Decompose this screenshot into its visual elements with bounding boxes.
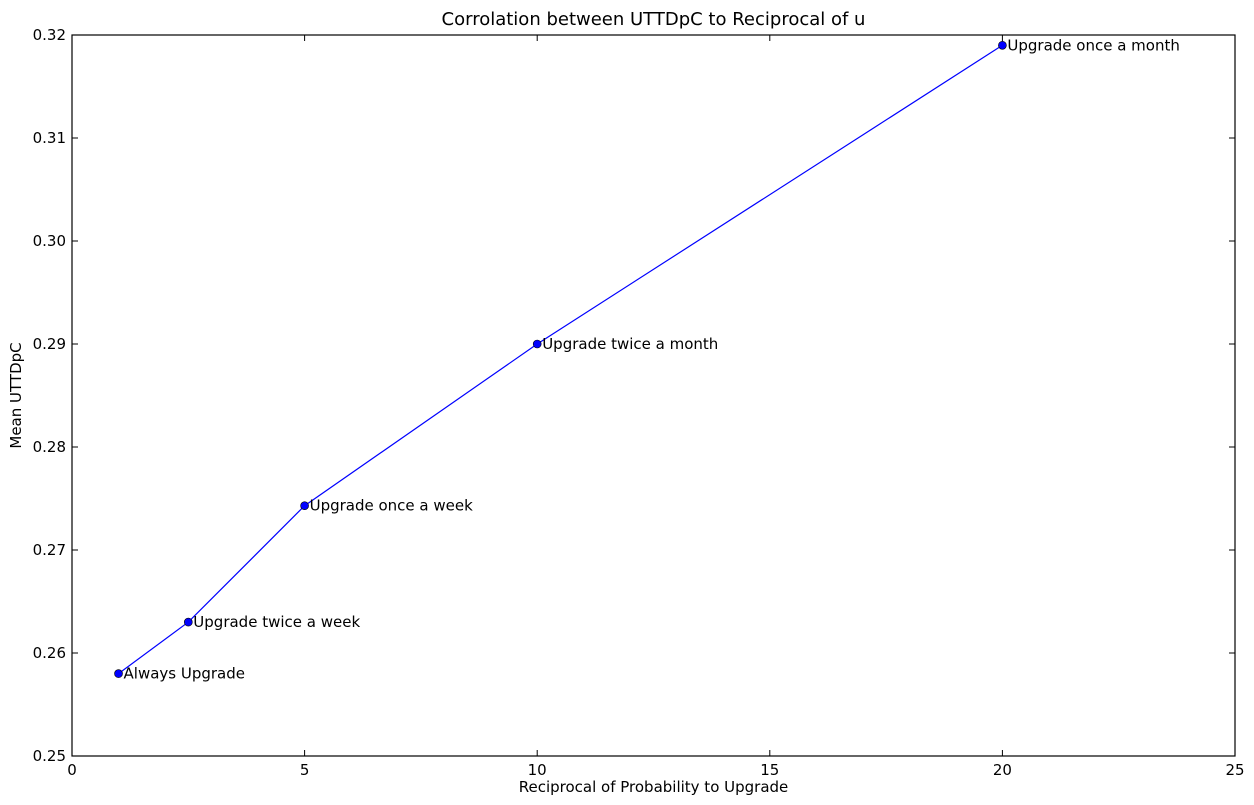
x-axis-label: Reciprocal of Probability to Upgrade xyxy=(519,778,789,796)
y-tick-label: 0.32 xyxy=(33,26,66,44)
point-annotation: Upgrade once a month xyxy=(1007,36,1179,54)
series-line xyxy=(118,44,1003,675)
point-annotation: Upgrade twice a week xyxy=(193,613,360,631)
y-tick-label: 0.25 xyxy=(33,747,66,765)
y-tick-label: 0.26 xyxy=(33,644,66,662)
data-point xyxy=(532,339,542,349)
plot-frame xyxy=(71,34,1236,757)
data-point xyxy=(998,40,1007,50)
y-tick-label: 0.29 xyxy=(33,335,66,353)
y-tick-label: 0.30 xyxy=(33,232,66,250)
x-tick-label: 10 xyxy=(528,761,547,779)
y-axis-label: Mean UTTDpC xyxy=(7,342,25,448)
point-annotation: Upgrade twice a month xyxy=(542,335,718,353)
chart-title: Corrolation between UTTDpC to Reciprocal… xyxy=(442,9,866,30)
y-tick-label: 0.28 xyxy=(33,438,66,456)
point-annotation: Upgrade once a week xyxy=(310,497,474,515)
data-point xyxy=(114,669,123,678)
plot-area: 0 5 10 15 20 25 0.25 0.26 0.27 0.28 0.29 0.30 0.31 0.… xyxy=(33,26,1245,779)
data-point xyxy=(300,501,309,511)
x-tick-label: 20 xyxy=(993,761,1012,779)
y-tick-label: 0.27 xyxy=(33,541,66,559)
y-tick-label: 0.31 xyxy=(33,129,66,147)
x-tick-label: 15 xyxy=(760,761,779,779)
x-tick-label: 5 xyxy=(300,761,310,779)
x-tick-label: 25 xyxy=(1225,761,1244,779)
point-annotation: Always Upgrade xyxy=(124,665,245,683)
data-point xyxy=(184,617,193,627)
x-tick-label: 0 xyxy=(67,761,77,779)
